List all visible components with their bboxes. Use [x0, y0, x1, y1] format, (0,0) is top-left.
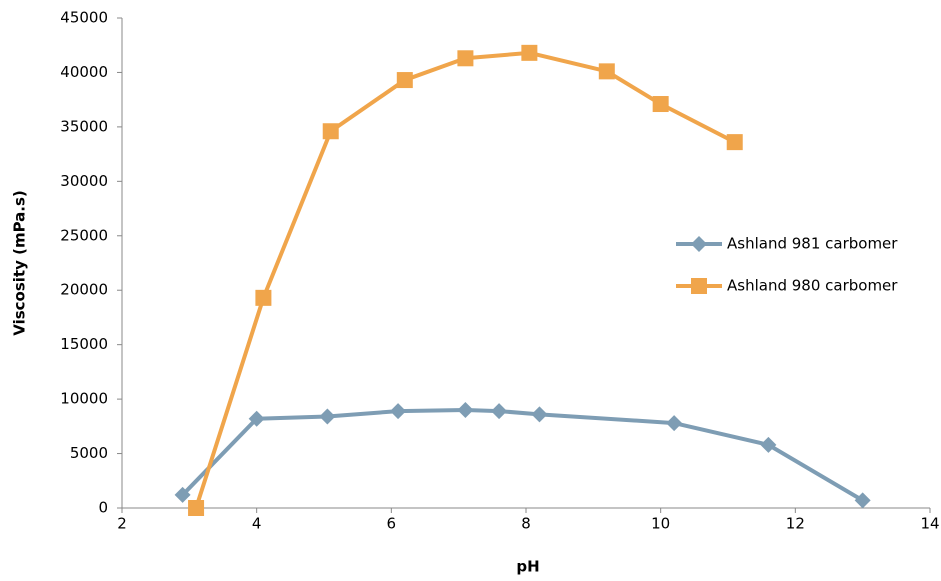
y-tick-label: 30000 — [60, 172, 108, 190]
y-tick-label: 20000 — [60, 281, 108, 299]
x-tick-label: 14 — [920, 515, 939, 533]
marker — [491, 403, 508, 420]
y-tick-label: 15000 — [60, 335, 108, 353]
marker — [174, 486, 191, 503]
x-tick-label: 4 — [252, 515, 262, 533]
marker — [255, 289, 272, 306]
x-tick-label: 6 — [387, 515, 397, 533]
marker — [598, 63, 615, 80]
y-tick-label: 0 — [98, 499, 108, 517]
marker — [652, 96, 669, 113]
x-tick-label: 2 — [117, 515, 127, 533]
y-tick-label: 45000 — [60, 9, 108, 27]
x-tick-label: 10 — [651, 515, 670, 533]
legend-label: Ashland 980 carbomer — [727, 277, 898, 295]
marker — [457, 50, 474, 67]
marker — [726, 134, 743, 151]
marker — [390, 403, 407, 420]
marker — [457, 402, 474, 418]
y-tick-label: 10000 — [60, 390, 108, 408]
y-tick-label: 35000 — [60, 117, 108, 135]
legend-marker — [691, 278, 707, 294]
marker — [188, 500, 205, 516]
legend-marker — [691, 236, 707, 252]
x-tick-label: 12 — [786, 515, 805, 533]
marker — [521, 44, 538, 61]
y-tick-label: 25000 — [60, 226, 108, 244]
marker — [666, 415, 683, 432]
legend-label: Ashland 981 carbomer — [727, 235, 898, 253]
marker — [854, 492, 871, 509]
y-axis-title: Viscosity (mPa.s) — [11, 190, 29, 336]
marker — [322, 123, 339, 140]
x-axis-title: pH — [516, 558, 539, 576]
series-line — [194, 50, 736, 509]
y-tick-label: 40000 — [60, 63, 108, 81]
marker — [248, 410, 265, 427]
y-tick-label: 5000 — [70, 444, 108, 462]
marker — [760, 436, 777, 453]
marker — [319, 408, 336, 425]
x-tick-label: 8 — [521, 515, 531, 533]
series-line — [181, 408, 864, 503]
marker — [396, 72, 413, 89]
marker — [531, 406, 548, 423]
